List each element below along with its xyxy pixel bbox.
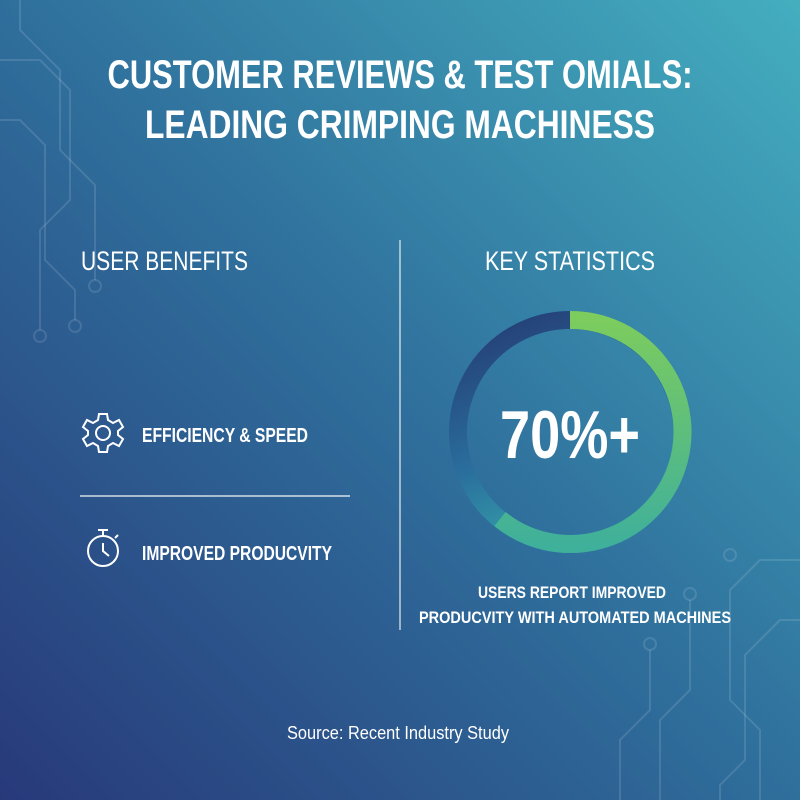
title: CUSTOMER REVIEWS & TEST OMIALS:	[108, 53, 693, 97]
section-heading: KEY STATISTICS	[485, 246, 655, 276]
section-heading: USER BENEFITS	[81, 246, 248, 276]
stat-caption: USERS REPORT IMPROVED	[478, 583, 666, 602]
benefit-label: IMPROVED PRODUCVITY	[142, 543, 333, 565]
title: LEADING CRIMPING MACHINESS	[145, 103, 655, 147]
benefit-label: EFFICIENCY & SPEED	[142, 425, 308, 447]
stopwatch-icon	[87, 529, 119, 567]
ring-highlight	[494, 310, 692, 553]
stat-caption: PRODUCVITY WITH AUTOMATED MACHINES	[419, 608, 731, 627]
source-note: Source: Recent Industry Study	[287, 723, 509, 743]
key-stat: 70%+	[500, 397, 640, 473]
gear-icon	[81, 413, 125, 453]
